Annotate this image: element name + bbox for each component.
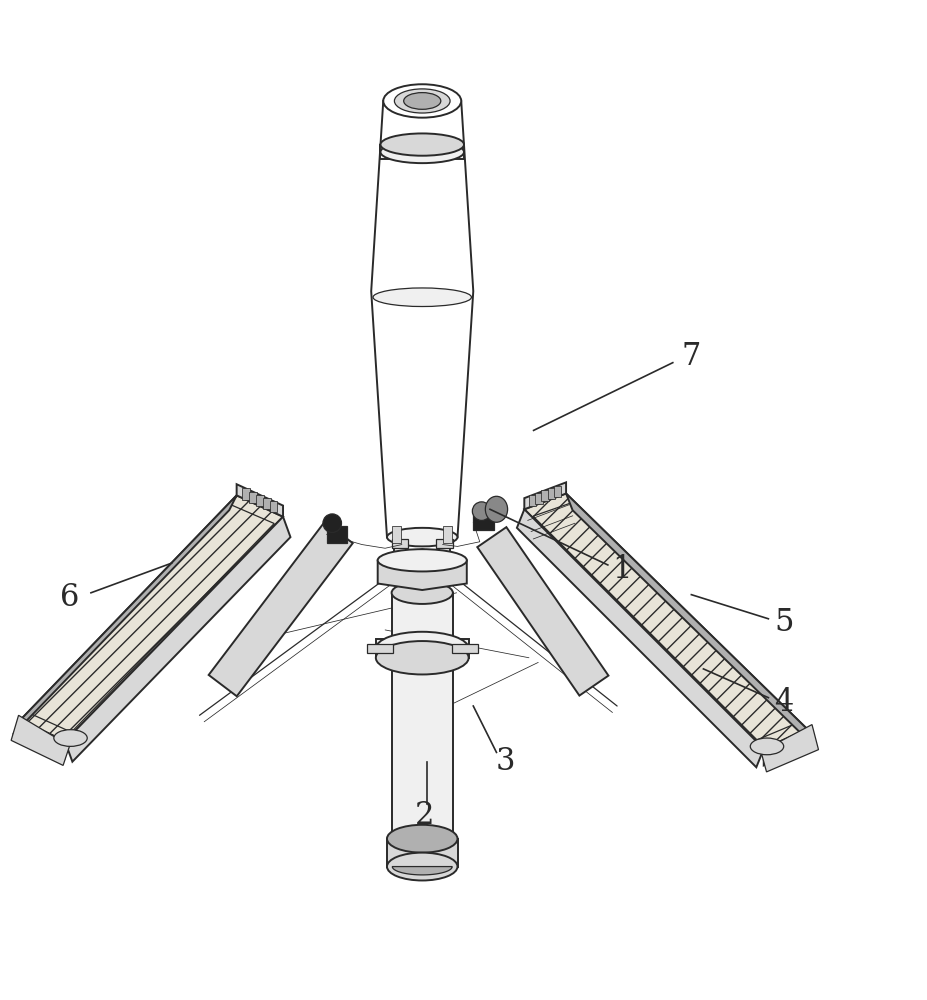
Ellipse shape [403,93,440,109]
Text: 7: 7 [681,341,700,372]
Polygon shape [516,509,763,767]
Bar [540,490,548,501]
Bar [473,513,493,530]
Ellipse shape [323,514,341,532]
Text: 2: 2 [414,800,435,831]
Bar [380,145,464,159]
Polygon shape [524,482,565,509]
Ellipse shape [377,549,466,571]
Bar [438,537,450,565]
Polygon shape [20,495,283,741]
Polygon shape [20,720,65,758]
Ellipse shape [380,133,464,156]
Ellipse shape [394,89,450,113]
Ellipse shape [387,825,457,853]
Ellipse shape [380,141,464,163]
Ellipse shape [387,853,457,880]
Ellipse shape [54,730,87,746]
Polygon shape [524,494,806,749]
Bar [528,495,536,506]
Polygon shape [65,517,290,762]
Ellipse shape [391,582,452,604]
Polygon shape [476,527,608,696]
Ellipse shape [375,632,468,665]
Polygon shape [209,522,352,696]
Polygon shape [763,729,806,765]
Polygon shape [11,715,70,765]
Bar [270,501,277,512]
Bar [326,526,347,543]
Ellipse shape [383,84,461,118]
Bar [263,498,270,509]
Text: 6: 6 [60,582,79,613]
Polygon shape [377,549,466,590]
Bar [375,639,468,658]
Polygon shape [236,484,283,517]
Ellipse shape [749,738,782,755]
Bar [451,644,477,653]
Polygon shape [391,593,452,867]
Text: 5: 5 [773,607,794,638]
Bar [366,644,392,653]
Bar [547,488,554,499]
Polygon shape [565,494,813,746]
Text: 1: 1 [611,554,631,585]
Ellipse shape [485,496,507,522]
Polygon shape [387,839,457,867]
Ellipse shape [472,502,490,520]
Text: 4: 4 [774,687,793,718]
Polygon shape [13,495,236,735]
Ellipse shape [375,641,468,674]
Polygon shape [371,101,473,537]
Bar [436,539,452,548]
Bar [442,526,451,543]
Bar [242,488,249,500]
Bar [391,526,400,543]
Bar [553,486,561,497]
Text: 3: 3 [495,746,515,777]
Polygon shape [760,725,818,772]
Bar [248,492,256,503]
Ellipse shape [373,288,471,307]
Bar [256,495,263,506]
Polygon shape [392,867,451,875]
Ellipse shape [387,528,457,546]
Bar [394,537,405,565]
Bar [535,493,542,504]
Bar [391,539,408,548]
